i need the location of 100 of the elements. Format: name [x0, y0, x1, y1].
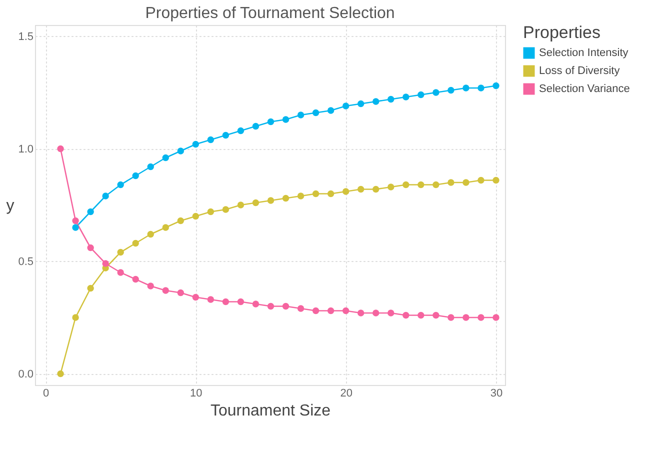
point	[117, 181, 124, 188]
point	[418, 181, 424, 188]
point	[132, 172, 139, 180]
point	[478, 84, 484, 92]
point	[312, 307, 320, 314]
point	[402, 181, 410, 188]
point	[117, 269, 124, 276]
point	[388, 310, 394, 316]
point	[222, 298, 230, 306]
point	[207, 136, 214, 144]
point	[432, 89, 440, 96]
point	[222, 206, 230, 213]
point	[342, 307, 350, 314]
point	[162, 154, 169, 162]
point	[357, 186, 364, 193]
point	[418, 91, 424, 98]
point	[132, 240, 139, 247]
point	[282, 194, 290, 202]
point	[222, 132, 230, 139]
point	[448, 86, 454, 94]
point	[312, 109, 320, 116]
point	[327, 107, 334, 114]
point	[297, 192, 304, 200]
point	[267, 197, 274, 204]
y-tick-label: 0.0	[18, 368, 34, 380]
point	[162, 224, 169, 231]
x-tick-label: 0	[42, 388, 50, 400]
point	[252, 122, 260, 130]
point	[357, 100, 364, 108]
point	[252, 300, 260, 308]
point	[478, 176, 484, 184]
point	[297, 305, 304, 312]
point	[327, 307, 334, 314]
point	[402, 312, 410, 319]
y-tick-label: 1.0	[18, 143, 34, 156]
point	[147, 163, 154, 170]
point	[147, 282, 154, 290]
point	[87, 208, 94, 216]
point	[462, 314, 470, 321]
point	[87, 284, 94, 292]
legend-label: Selection Variance	[539, 83, 630, 95]
x-axis-title: Tournament Size	[210, 402, 331, 420]
x-tick-label: 30	[490, 388, 503, 400]
point	[312, 190, 320, 198]
x-tick-label: 20	[340, 388, 352, 400]
point	[207, 208, 214, 216]
point	[57, 145, 64, 152]
y-tick-label: 0.5	[18, 256, 34, 268]
point	[177, 148, 184, 154]
point	[342, 188, 350, 195]
point	[402, 94, 410, 100]
point	[297, 112, 304, 118]
point	[448, 179, 454, 186]
point	[478, 314, 484, 321]
point	[102, 260, 109, 267]
x-tick-label: 10	[190, 388, 202, 400]
point	[147, 230, 154, 238]
point	[492, 176, 500, 184]
point	[388, 184, 394, 190]
point	[448, 314, 454, 321]
point	[267, 302, 274, 310]
point	[388, 96, 394, 103]
point	[72, 224, 79, 231]
point	[132, 276, 139, 283]
point	[177, 217, 184, 224]
point	[282, 302, 290, 310]
point	[87, 244, 94, 252]
point	[102, 192, 109, 200]
point	[192, 212, 200, 220]
point	[72, 217, 79, 224]
point	[357, 310, 364, 316]
legend-label: Loss of Diversity	[539, 65, 620, 77]
point	[372, 186, 380, 193]
point	[327, 190, 334, 198]
point	[192, 140, 200, 148]
point	[372, 98, 380, 105]
point	[492, 82, 500, 90]
point	[237, 298, 244, 306]
point	[207, 296, 214, 303]
point	[462, 179, 470, 186]
y-tick-label: 1.5	[18, 30, 34, 43]
point	[177, 289, 184, 296]
point	[282, 116, 290, 123]
point	[72, 314, 79, 321]
point	[237, 202, 244, 208]
legend-title: Properties	[523, 23, 600, 42]
legend-label: Selection Intensity	[539, 47, 629, 59]
point	[492, 314, 500, 321]
point	[252, 199, 260, 206]
point	[418, 312, 424, 319]
point	[57, 370, 64, 378]
point	[462, 84, 470, 92]
chart-title: Properties of Tournament Selection	[145, 5, 395, 22]
point	[432, 312, 440, 319]
point	[162, 287, 169, 294]
point	[117, 248, 124, 256]
point	[372, 310, 380, 316]
point	[237, 127, 244, 134]
point	[267, 118, 274, 126]
point	[342, 102, 350, 110]
